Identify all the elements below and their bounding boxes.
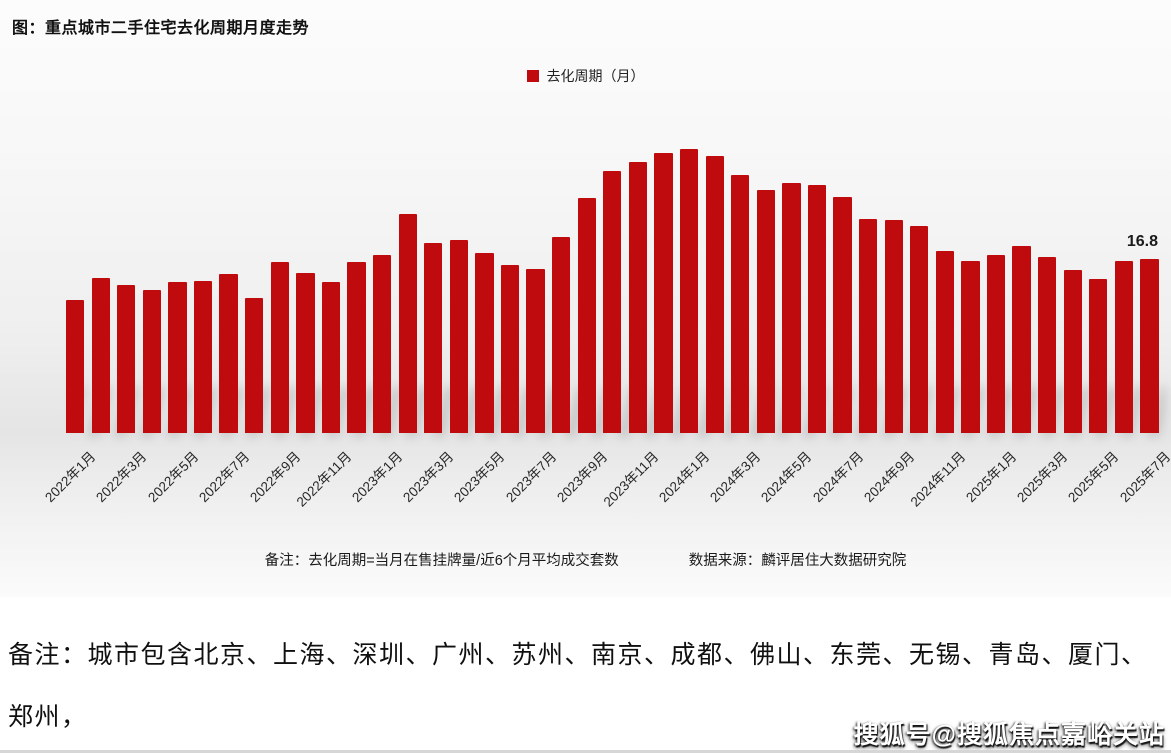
bar-2022年2月 <box>91 277 110 433</box>
chart-notes: 备注：去化周期=当月在售挂牌量/近6个月平均成交套数 数据来源：麟评居住大数据研… <box>0 549 1171 570</box>
bar-2024年10月 <box>910 226 929 433</box>
bar-2022年9月 <box>270 262 289 433</box>
chart-note: 备注：去化周期=当月在售挂牌量/近6个月平均成交套数 <box>264 553 619 569</box>
x-axis-label: 2025年3月 <box>1014 448 1071 506</box>
x-axis-label: 2022年1月 <box>42 448 99 506</box>
bar-2023年3月 <box>424 242 443 433</box>
bar-2023年10月 <box>603 171 622 433</box>
bar-2024年7月 <box>833 197 852 433</box>
bar-2023年4月 <box>449 239 468 433</box>
bar-2022年4月 <box>142 290 162 433</box>
x-axis-label: 2023年7月 <box>502 448 560 506</box>
bar-2025年4月 <box>1063 269 1082 433</box>
bar-2022年10月 <box>296 272 315 433</box>
bottom-divider <box>0 750 1171 753</box>
x-axis-label: 2022年9月 <box>246 448 304 506</box>
x-axis-label: 2023年9月 <box>553 448 611 506</box>
x-axis-label: 2024年11月 <box>907 448 969 510</box>
legend-swatch-icon <box>526 70 539 82</box>
legend-label: 去化周期（月） <box>546 68 645 84</box>
bar-2023年1月 <box>372 255 392 433</box>
x-axis-label: 2023年3月 <box>400 448 457 506</box>
bar-2025年6月 <box>1114 261 1134 433</box>
footnote-line-1: 备注：城市包含北京、上海、深圳、广州、苏州、南京、成都、佛山、东莞、无锡、青岛、… <box>8 642 1148 731</box>
watermark: 搜狐号@搜狐焦点嘉峪关站 <box>853 721 1165 749</box>
bar-2024年5月 <box>782 182 801 433</box>
x-axis-label: 2024年7月 <box>809 448 866 506</box>
bar-2024年4月 <box>756 190 775 433</box>
data-source: 数据来源：麟评居住大数据研究院 <box>688 553 907 569</box>
bar-2022年12月 <box>347 262 366 433</box>
bar-2022年3月 <box>117 285 136 433</box>
chart-title: 图：重点城市二手住宅去化周期月度走势 <box>12 20 310 37</box>
bar-2024年12月 <box>961 261 980 433</box>
x-axis-label: 2023年1月 <box>349 448 406 506</box>
bar-2022年11月 <box>321 282 341 433</box>
bar-2025年3月 <box>1038 257 1057 433</box>
x-axis-label: 2023年11月 <box>600 448 662 510</box>
bar-2024年3月 <box>731 174 750 433</box>
bar-2025年5月 <box>1089 278 1108 433</box>
x-axis-label: 2023年5月 <box>451 448 508 506</box>
x-axis-label: 2022年11月 <box>293 448 355 510</box>
x-axis-label: 2025年5月 <box>1065 448 1122 506</box>
chart-section: 图：重点城市二手住宅去化周期月度走势 去化周期（月） 16.8 2022年1月 2… <box>0 0 1171 597</box>
footnote-section: 备注：城市包含北京、上海、深圳、广州、苏州、南京、成都、佛山、东莞、无锡、青岛、… <box>0 597 1171 753</box>
x-axis-label: 2024年5月 <box>758 448 815 506</box>
x-axis-label: 2024年1月 <box>656 448 713 506</box>
bar-2022年8月 <box>245 297 264 433</box>
last-bar-value-label: 16.8 <box>1126 233 1158 250</box>
bar-2023年5月 <box>475 253 494 433</box>
bar-2022年7月 <box>219 273 238 433</box>
chart-legend: 去化周期（月） <box>0 66 1171 86</box>
bar-2024年2月 <box>705 155 724 433</box>
bar-2024年9月 <box>884 220 903 433</box>
bar-2025年2月 <box>1012 245 1031 433</box>
bar-2023年2月 <box>398 213 417 433</box>
x-axis-label: 2024年3月 <box>707 448 764 506</box>
x-axis-label: 2024年9月 <box>860 448 918 506</box>
bar-2022年6月 <box>193 281 213 433</box>
bar-2025年1月 <box>986 255 1006 433</box>
bar-2024年11月 <box>935 251 955 433</box>
bar-2022年5月 <box>168 282 187 433</box>
bar-2022年1月 <box>66 299 85 433</box>
bar-2024年1月 <box>679 148 699 433</box>
x-axis-label: 2025年7月 <box>1116 448 1171 506</box>
bar-2023年9月 <box>577 198 596 433</box>
bar-2023年11月 <box>628 162 648 433</box>
bar-2024年6月 <box>807 184 827 433</box>
bar-2023年8月 <box>552 236 571 433</box>
bar-2024年8月 <box>858 219 878 433</box>
bar-plot: 16.8 <box>66 100 1166 437</box>
x-axis-label: 2022年7月 <box>195 448 253 506</box>
x-axis-label: 2025年1月 <box>963 448 1020 506</box>
x-axis-label: 2022年5月 <box>144 448 201 506</box>
bar-2023年12月 <box>654 152 673 433</box>
bar-2023年6月 <box>500 264 520 433</box>
bar-2023年7月 <box>526 268 545 433</box>
bar-2025年7月 <box>1140 259 1159 433</box>
x-axis-label: 2022年3月 <box>93 448 150 506</box>
